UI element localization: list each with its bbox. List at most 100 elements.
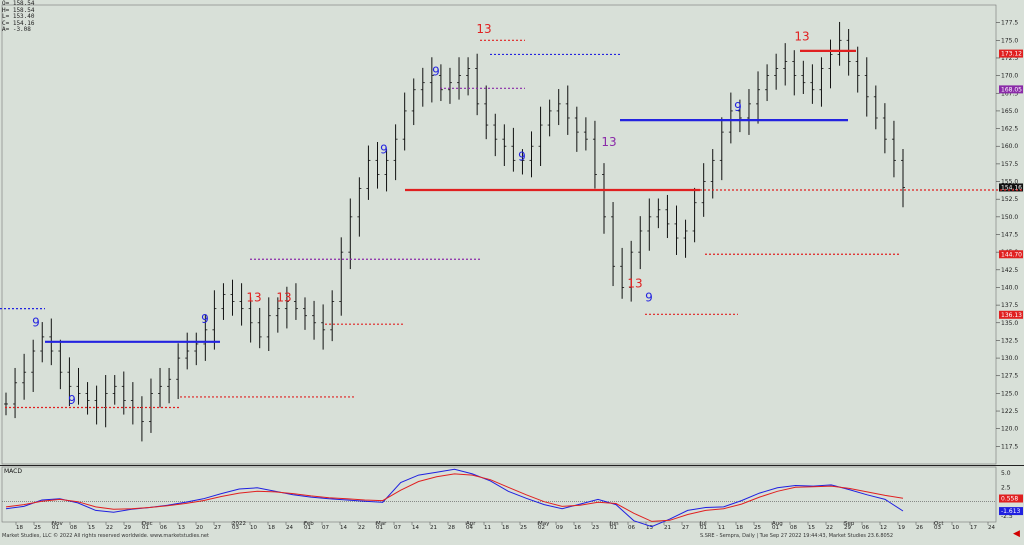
x-tick-label: 25 [34,525,41,531]
x-tick-label: 16 [574,525,581,531]
price-tag-label: 144.70 [1001,251,1022,258]
low-value: L= 153.40 [2,13,35,21]
month-label: Oct [934,521,944,527]
x-tick-label: 08 [790,525,797,531]
td-count-label: 13 [627,276,642,290]
x-tick-label: 29 [124,525,131,531]
x-tick-label: 10 [952,525,959,531]
x-tick-label: 07 [394,525,401,531]
x-tick-label: 02 [538,525,545,531]
y-tick-label: 132.5 [1001,337,1018,344]
month-label: May [538,521,550,527]
x-tick-label: 06 [160,525,167,531]
x-tick-label: 15 [808,525,815,531]
y-tick-label: 177.5 [1001,20,1018,27]
x-tick-label: 20 [196,525,203,531]
x-tick-label: 17 [970,525,977,531]
macd-value-label: -1.613 [1001,508,1021,515]
x-tick-label: 18 [268,525,275,531]
x-tick-label: 01 [142,525,149,531]
td-count-label: 9 [734,100,742,114]
x-tick-label: 01 [610,525,617,531]
x-tick-label: 14 [412,525,419,531]
ohlc-readout: O= 158.54 H= 158.54 L= 153.40 C= 154.16 … [2,0,35,34]
y-tick-label: 160.0 [1001,143,1018,150]
month-label: Jul [699,521,707,527]
y-tick-label: 125.0 [1001,390,1018,397]
close-value: C= 154.16 [2,19,35,27]
month-label: Nov [52,521,63,527]
x-tick-label: 11 [484,525,491,531]
y-tick-label: 150.0 [1001,214,1018,221]
x-tick-label: 25 [520,525,527,531]
macd-tick-label: 5.0 [1001,470,1011,477]
y-tick-label: 130.0 [1001,355,1018,362]
x-tick-label: 24 [286,525,293,531]
y-tick-label: 157.5 [1001,161,1018,168]
td-count-label: 13 [246,291,261,305]
x-tick-label: 13 [646,525,653,531]
price-tag-label: 173.12 [1001,51,1022,58]
y-tick-label: 147.5 [1001,232,1018,239]
x-tick-label: 04 [466,525,473,531]
x-tick-label: 11 [718,525,725,531]
price-tag [999,310,1023,319]
x-tick-label: 26 [916,525,923,531]
x-tick-label: 29 [844,525,851,531]
macd-tick-label: -2.5 [1001,513,1013,520]
month-label: Mar [376,521,387,527]
x-tick-label: 03 [934,525,941,531]
y-tick-label: 175.0 [1001,37,1018,44]
macd-tick-label: 2.5 [1001,484,1011,491]
y-tick-label: 120.0 [1001,426,1018,433]
change-value: A= -3.08 [2,26,31,34]
y-tick-label: 167.5 [1001,90,1018,97]
y-tick-label: 127.5 [1001,373,1018,380]
x-tick-label: 15 [88,525,95,531]
month-label: 2022 [232,521,246,527]
td-count-label: 9 [32,315,40,329]
x-tick-label: 10 [250,525,257,531]
x-tick-label: 01 [52,525,59,531]
x-tick-label: 07 [322,525,329,531]
chart-info-text: S.SRE - Sempra, Daily | Tue Sep 27 2022 … [700,533,894,539]
td-count-label: 13 [601,135,616,149]
month-label: Feb [304,521,314,527]
price-tag [999,250,1023,259]
x-tick-label: 21 [664,525,671,531]
high-value: H= 158.54 [2,6,35,14]
macd-panel [1,466,997,523]
price-tag [999,49,1023,58]
scroll-left-arrow-icon[interactable]: ◀ [1013,529,1020,539]
y-tick-label: 162.5 [1001,126,1018,133]
y-tick-label: 135.0 [1001,320,1018,327]
macd-value-tag [999,507,1023,516]
y-tick-label: 165.0 [1001,108,1018,115]
td-count-label: 9 [432,65,440,79]
month-label: Sep [844,521,855,527]
td-count-label: 13 [794,29,809,43]
y-tick-label: 152.5 [1001,196,1018,203]
x-tick-label: 01 [304,525,311,531]
y-tick-label: 140.0 [1001,284,1018,291]
td-count-label: 9 [518,149,526,163]
x-tick-label: 01 [772,525,779,531]
macd-title: MACD [4,468,22,475]
price-tag-label: 168.05 [1001,86,1022,93]
y-tick-label: 155.0 [1001,179,1018,186]
td-count-label: 13 [476,22,491,36]
macd-value-label: 0.558 [1001,496,1018,503]
x-tick-label: 06 [628,525,635,531]
x-tick-label: 18 [502,525,509,531]
x-tick-label: 22 [826,525,833,531]
td-count-label: 9 [380,142,388,156]
x-tick-label: 08 [70,525,77,531]
macd-value-tag [999,494,1023,503]
x-tick-label: 27 [214,525,221,531]
x-tick-label: 25 [754,525,761,531]
x-tick-label: 14 [340,525,347,531]
price-tag [999,85,1023,94]
x-tick-label: 19 [898,525,905,531]
td-count-label: 13 [276,291,291,305]
